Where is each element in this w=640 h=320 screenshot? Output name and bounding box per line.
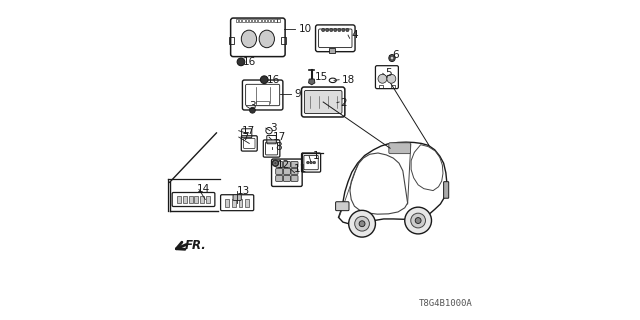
Text: 2: 2 bbox=[340, 98, 347, 108]
Text: T8G4B1000A: T8G4B1000A bbox=[419, 299, 473, 308]
FancyBboxPatch shape bbox=[291, 162, 298, 167]
Circle shape bbox=[330, 28, 333, 32]
Bar bbox=[177, 196, 181, 203]
Circle shape bbox=[310, 161, 312, 164]
Text: 13: 13 bbox=[237, 186, 250, 196]
Circle shape bbox=[349, 210, 376, 237]
FancyBboxPatch shape bbox=[284, 162, 291, 167]
Bar bbox=[255, 19, 257, 22]
Circle shape bbox=[404, 207, 431, 234]
Circle shape bbox=[355, 216, 369, 231]
Text: 9: 9 bbox=[294, 89, 301, 99]
Bar bbox=[246, 198, 249, 207]
FancyBboxPatch shape bbox=[389, 143, 410, 154]
Bar bbox=[236, 19, 238, 22]
Circle shape bbox=[237, 58, 245, 66]
Bar bbox=[259, 19, 260, 22]
Bar bbox=[249, 19, 251, 22]
FancyBboxPatch shape bbox=[276, 162, 283, 167]
Bar bbox=[262, 19, 264, 22]
Bar bbox=[243, 19, 244, 22]
Text: 5: 5 bbox=[386, 68, 392, 78]
Bar bbox=[239, 198, 243, 207]
Circle shape bbox=[378, 74, 387, 83]
Circle shape bbox=[338, 28, 341, 32]
FancyBboxPatch shape bbox=[291, 169, 298, 174]
Circle shape bbox=[313, 161, 316, 164]
Text: 6: 6 bbox=[393, 51, 399, 60]
Text: 15: 15 bbox=[315, 72, 328, 82]
Text: 7: 7 bbox=[242, 132, 248, 142]
Circle shape bbox=[342, 28, 345, 32]
Circle shape bbox=[321, 28, 324, 32]
Bar bbox=[282, 37, 286, 44]
FancyBboxPatch shape bbox=[305, 91, 342, 114]
Circle shape bbox=[411, 213, 426, 228]
Text: 4: 4 bbox=[352, 30, 358, 40]
Text: 16: 16 bbox=[243, 57, 256, 67]
Bar bbox=[225, 198, 229, 207]
Text: 18: 18 bbox=[342, 75, 356, 85]
Text: 17: 17 bbox=[273, 132, 286, 142]
Bar bbox=[275, 19, 276, 22]
Polygon shape bbox=[308, 79, 315, 85]
Text: 14: 14 bbox=[196, 184, 210, 194]
Ellipse shape bbox=[389, 54, 395, 61]
Text: 8: 8 bbox=[275, 142, 282, 152]
Bar bbox=[265, 19, 267, 22]
Circle shape bbox=[307, 161, 309, 164]
Text: 11: 11 bbox=[294, 164, 307, 174]
FancyBboxPatch shape bbox=[335, 202, 349, 211]
Bar bbox=[329, 48, 335, 52]
Circle shape bbox=[390, 56, 394, 60]
Text: 3: 3 bbox=[249, 101, 256, 111]
Circle shape bbox=[415, 218, 421, 223]
Circle shape bbox=[250, 108, 255, 113]
Text: 17: 17 bbox=[242, 126, 255, 136]
FancyBboxPatch shape bbox=[233, 195, 241, 200]
Bar bbox=[256, 101, 269, 105]
Circle shape bbox=[272, 160, 278, 166]
Circle shape bbox=[333, 28, 337, 32]
FancyBboxPatch shape bbox=[444, 182, 449, 198]
Text: 1: 1 bbox=[312, 151, 319, 161]
Bar bbox=[200, 196, 204, 203]
Bar bbox=[206, 196, 210, 203]
FancyBboxPatch shape bbox=[291, 176, 298, 181]
Bar bbox=[278, 19, 280, 22]
Bar bbox=[271, 19, 273, 22]
Text: FR.: FR. bbox=[184, 239, 206, 252]
Bar bbox=[391, 85, 394, 88]
FancyBboxPatch shape bbox=[284, 169, 291, 174]
Bar bbox=[195, 196, 198, 203]
Text: 12: 12 bbox=[277, 160, 291, 170]
Circle shape bbox=[387, 74, 396, 83]
FancyBboxPatch shape bbox=[284, 176, 291, 181]
Ellipse shape bbox=[241, 30, 257, 48]
FancyBboxPatch shape bbox=[276, 176, 283, 181]
Ellipse shape bbox=[259, 30, 275, 48]
Text: 10: 10 bbox=[300, 24, 312, 34]
Bar bbox=[183, 196, 187, 203]
Circle shape bbox=[260, 76, 268, 84]
FancyBboxPatch shape bbox=[276, 169, 283, 174]
Bar bbox=[229, 37, 234, 44]
Circle shape bbox=[359, 221, 365, 227]
Bar bbox=[232, 198, 236, 207]
Circle shape bbox=[346, 28, 349, 32]
Bar bbox=[252, 19, 254, 22]
Bar bbox=[246, 19, 248, 22]
Text: 3: 3 bbox=[269, 123, 276, 133]
Bar bbox=[380, 85, 383, 88]
Circle shape bbox=[326, 28, 329, 32]
Bar bbox=[189, 196, 193, 203]
Text: 16: 16 bbox=[266, 75, 280, 85]
Bar bbox=[268, 19, 270, 22]
Bar bbox=[239, 19, 241, 22]
